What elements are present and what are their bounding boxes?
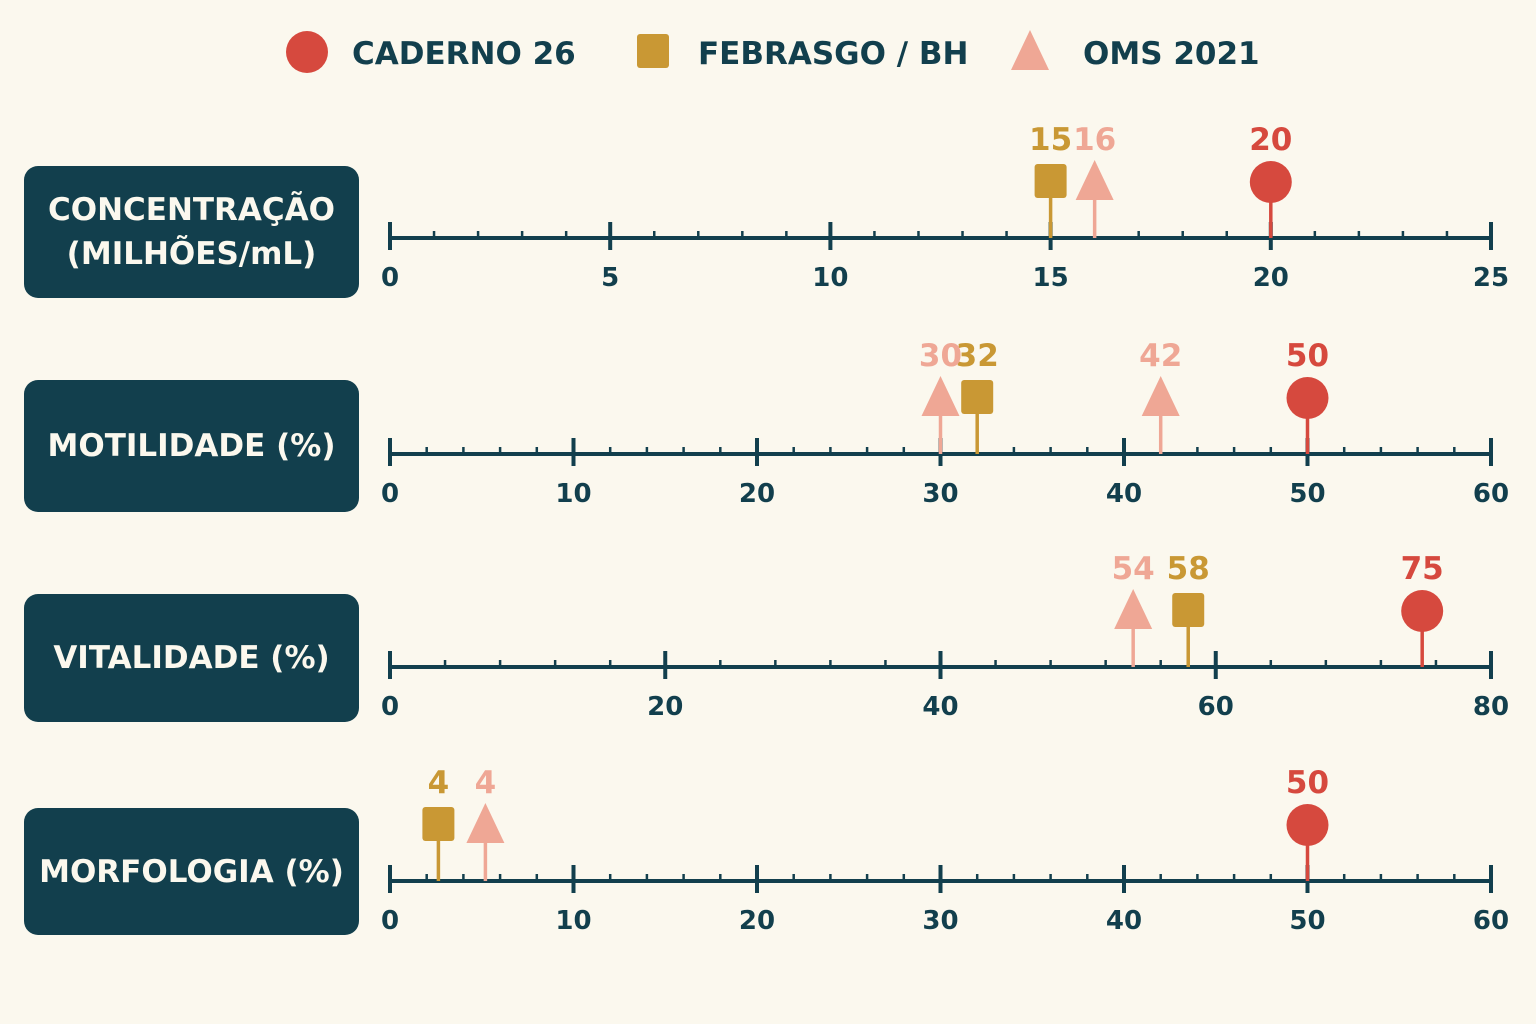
marker-square-shape: [1172, 593, 1205, 627]
marker-square-shape: [422, 807, 455, 841]
tick-label: 20: [739, 479, 775, 509]
marker-triangle-shape: [1141, 376, 1180, 416]
tick-label: 30: [922, 906, 958, 936]
legend-item-2: OMS 2021: [1011, 30, 1260, 72]
data-label: 75: [1401, 551, 1444, 587]
marker-triangle: 16: [1073, 122, 1116, 238]
marker-square-shape: [961, 380, 994, 414]
tick-label: 60: [1198, 692, 1234, 722]
marker-square-shape: [1034, 164, 1067, 198]
marker-circle: 20: [1249, 122, 1292, 238]
row-label-vitalidade: VITALIDADE (%): [24, 594, 359, 722]
legend-item-0: CADERNO 26: [286, 31, 576, 73]
marker-square: 4: [422, 765, 455, 881]
tick-label: 0: [381, 479, 399, 509]
tick-label: 20: [1253, 263, 1289, 293]
data-label: 50: [1286, 765, 1329, 801]
legend-label: OMS 2021: [1083, 36, 1260, 72]
data-label: 4: [428, 765, 450, 801]
tick-label: 60: [1473, 479, 1509, 509]
legend-label: FEBRASGO / BH: [698, 36, 968, 72]
tick-label: 25: [1473, 263, 1509, 293]
legend-label: CADERNO 26: [352, 36, 576, 72]
data-label: 32: [956, 338, 999, 374]
legend-marker-square: [637, 34, 669, 68]
data-label: 16: [1073, 122, 1116, 158]
tick-label: 30: [922, 479, 958, 509]
data-label: 42: [1139, 338, 1182, 374]
axis-row-2: 0 20 40 60 80: [381, 651, 1509, 722]
row-label-concentracao: CONCENTRAÇÃO (MILHÕES/mL): [24, 166, 359, 298]
marker-triangle-shape: [466, 803, 505, 843]
axis-row-0: 0 5 10 15 20 25: [381, 222, 1509, 293]
marker-circle: 75: [1401, 551, 1444, 667]
marker-square: 15: [1029, 122, 1072, 238]
marker-triangle: 30: [919, 338, 962, 454]
data-label: 4: [475, 765, 497, 801]
data-label: 20: [1249, 122, 1292, 158]
marker-triangle-shape: [921, 376, 960, 416]
marker-square: 58: [1167, 551, 1210, 667]
tick-label: 0: [381, 906, 399, 936]
marker-triangle: 42: [1139, 338, 1182, 454]
marker-circle-shape: [1286, 804, 1329, 846]
axis-row-3: 0 10 20 30 40 50 60: [381, 865, 1509, 936]
data-label: 30: [919, 338, 962, 374]
tick-label: 10: [555, 479, 591, 509]
marker-triangle: 54: [1112, 551, 1155, 667]
tick-label: 20: [647, 692, 683, 722]
tick-label: 0: [381, 263, 399, 293]
tick-label: 40: [1106, 906, 1142, 936]
data-label: 54: [1112, 551, 1155, 587]
row-label-motilidade: MOTILIDADE (%): [24, 380, 359, 512]
marker-circle-shape: [1286, 377, 1329, 419]
tick-label: 50: [1289, 906, 1325, 936]
data-label: 15: [1029, 122, 1072, 158]
marker-circle-shape: [1401, 590, 1444, 632]
marker-triangle-shape: [1114, 589, 1153, 629]
row-label-morfologia: MORFOLOGIA (%): [24, 808, 359, 935]
tick-label: 40: [922, 692, 958, 722]
tick-label: 80: [1473, 692, 1509, 722]
marker-circle: 50: [1286, 338, 1329, 454]
tick-label: 40: [1106, 479, 1142, 509]
axis-row-1: 0 10 20 30 40 50 60: [381, 438, 1509, 509]
tick-label: 20: [739, 906, 775, 936]
tick-label: 10: [555, 906, 591, 936]
legend-item-1: FEBRASGO / BH: [637, 34, 968, 72]
tick-label: 60: [1473, 906, 1509, 936]
marker-square: 32: [956, 338, 999, 454]
marker-triangle: 4: [466, 765, 505, 881]
legend-marker-circle: [286, 31, 328, 73]
tick-label: 15: [1033, 263, 1069, 293]
tick-label: 50: [1289, 479, 1325, 509]
marker-circle: 50: [1286, 765, 1329, 881]
data-label: 58: [1167, 551, 1210, 587]
tick-label: 10: [812, 263, 848, 293]
tick-label: 0: [381, 692, 399, 722]
tick-label: 5: [601, 263, 619, 293]
marker-circle-shape: [1249, 161, 1292, 203]
marker-triangle-shape: [1075, 160, 1114, 200]
legend-marker-triangle: [1011, 30, 1049, 70]
data-label: 50: [1286, 338, 1329, 374]
